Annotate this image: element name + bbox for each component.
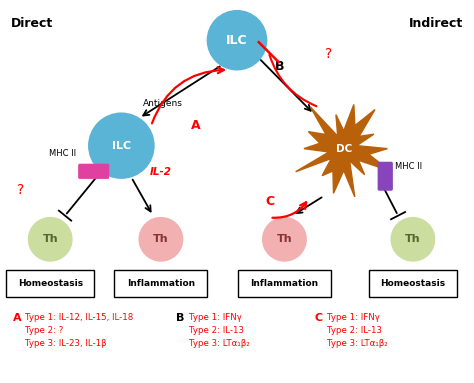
- Text: IL-2: IL-2: [150, 167, 172, 177]
- Text: Type 1: IFNγ: Type 1: IFNγ: [189, 313, 241, 322]
- Text: A: A: [191, 119, 201, 132]
- Polygon shape: [296, 105, 390, 197]
- Circle shape: [28, 218, 72, 261]
- Text: B: B: [176, 313, 184, 323]
- FancyBboxPatch shape: [7, 270, 94, 298]
- Text: Inflammation: Inflammation: [127, 279, 195, 288]
- Text: Type 2: ?: Type 2: ?: [25, 326, 63, 335]
- FancyBboxPatch shape: [114, 270, 207, 298]
- Text: ILC: ILC: [226, 34, 248, 47]
- Text: Type 1: IL-12, IL-15, IL-18: Type 1: IL-12, IL-15, IL-18: [25, 313, 133, 322]
- Text: MHC II: MHC II: [49, 149, 76, 158]
- Circle shape: [263, 218, 306, 261]
- Circle shape: [207, 11, 267, 70]
- Text: Antigens: Antigens: [143, 99, 183, 108]
- Text: Indirect: Indirect: [409, 16, 463, 29]
- Text: Inflammation: Inflammation: [250, 279, 319, 288]
- Circle shape: [89, 113, 154, 178]
- Text: Th: Th: [405, 234, 421, 244]
- Text: DC: DC: [336, 144, 352, 154]
- Text: B: B: [275, 60, 284, 73]
- FancyBboxPatch shape: [79, 164, 109, 178]
- Text: Direct: Direct: [11, 16, 53, 29]
- Text: Type 3: LTα₁β₂: Type 3: LTα₁β₂: [327, 339, 388, 348]
- Text: Th: Th: [277, 234, 292, 244]
- Text: Type 3: LTα₁β₂: Type 3: LTα₁β₂: [189, 339, 249, 348]
- Text: Type 1: IFNγ: Type 1: IFNγ: [327, 313, 380, 322]
- Text: ?: ?: [17, 183, 24, 197]
- FancyBboxPatch shape: [238, 270, 331, 298]
- Circle shape: [391, 218, 435, 261]
- Circle shape: [139, 218, 182, 261]
- Text: Th: Th: [153, 234, 169, 244]
- Text: ILC: ILC: [112, 141, 131, 151]
- Text: Type 3: IL-23, IL-1β: Type 3: IL-23, IL-1β: [25, 339, 106, 348]
- Text: ?: ?: [325, 47, 333, 61]
- Text: Th: Th: [42, 234, 58, 244]
- Text: MHC II: MHC II: [395, 162, 422, 171]
- Text: C: C: [314, 313, 322, 323]
- FancyBboxPatch shape: [378, 162, 392, 190]
- FancyBboxPatch shape: [369, 270, 456, 298]
- Text: Homeostasis: Homeostasis: [380, 279, 446, 288]
- Text: Type 2: IL-13: Type 2: IL-13: [327, 326, 382, 335]
- Text: Homeostasis: Homeostasis: [18, 279, 83, 288]
- Text: Type 2: IL-13: Type 2: IL-13: [189, 326, 244, 335]
- Text: C: C: [265, 195, 274, 208]
- Text: A: A: [13, 313, 21, 323]
